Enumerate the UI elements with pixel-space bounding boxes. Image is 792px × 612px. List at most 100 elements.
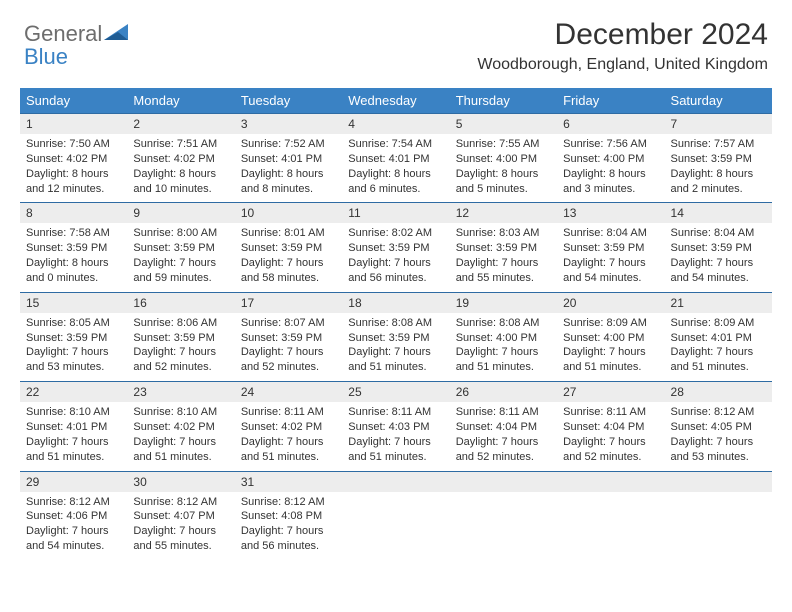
daylight-line-1: Daylight: 7 hours bbox=[348, 256, 443, 271]
day-body: Sunrise: 7:54 AMSunset: 4:01 PMDaylight:… bbox=[342, 134, 449, 202]
day-body: Sunrise: 7:56 AMSunset: 4:00 PMDaylight:… bbox=[557, 134, 664, 202]
sunrise-line: Sunrise: 8:11 AM bbox=[456, 405, 551, 420]
day-body bbox=[665, 492, 772, 501]
sunrise-line: Sunrise: 8:11 AM bbox=[241, 405, 336, 420]
day-body: Sunrise: 8:12 AMSunset: 4:07 PMDaylight:… bbox=[127, 492, 234, 560]
sunset-line: Sunset: 4:07 PM bbox=[133, 509, 228, 524]
day-number: 14 bbox=[665, 202, 772, 223]
weekday-header: Wednesday bbox=[342, 88, 449, 113]
sunrise-line: Sunrise: 8:00 AM bbox=[133, 226, 228, 241]
daylight-line-1: Daylight: 7 hours bbox=[133, 435, 228, 450]
calendar-cell-empty bbox=[665, 471, 772, 560]
calendar-cell: 16Sunrise: 8:06 AMSunset: 3:59 PMDayligh… bbox=[127, 292, 234, 381]
daylight-line-1: Daylight: 7 hours bbox=[133, 256, 228, 271]
day-body: Sunrise: 8:10 AMSunset: 4:02 PMDaylight:… bbox=[127, 402, 234, 470]
logo: General Blue bbox=[24, 18, 130, 68]
day-number: 31 bbox=[235, 471, 342, 492]
day-number: 28 bbox=[665, 381, 772, 402]
day-number: 18 bbox=[342, 292, 449, 313]
sunrise-line: Sunrise: 8:12 AM bbox=[133, 495, 228, 510]
daylight-line-1: Daylight: 7 hours bbox=[26, 435, 121, 450]
sunrise-line: Sunrise: 8:12 AM bbox=[26, 495, 121, 510]
sunrise-line: Sunrise: 8:08 AM bbox=[456, 316, 551, 331]
daylight-line-1: Daylight: 7 hours bbox=[563, 256, 658, 271]
sunrise-line: Sunrise: 8:01 AM bbox=[241, 226, 336, 241]
calendar-week-row: 29Sunrise: 8:12 AMSunset: 4:06 PMDayligh… bbox=[20, 471, 772, 560]
day-body: Sunrise: 8:07 AMSunset: 3:59 PMDaylight:… bbox=[235, 313, 342, 381]
day-body bbox=[450, 492, 557, 501]
day-body: Sunrise: 8:11 AMSunset: 4:02 PMDaylight:… bbox=[235, 402, 342, 470]
calendar-cell: 10Sunrise: 8:01 AMSunset: 3:59 PMDayligh… bbox=[235, 202, 342, 291]
sunrise-line: Sunrise: 7:50 AM bbox=[26, 137, 121, 152]
sunset-line: Sunset: 4:02 PM bbox=[241, 420, 336, 435]
calendar-cell: 4Sunrise: 7:54 AMSunset: 4:01 PMDaylight… bbox=[342, 113, 449, 202]
calendar-cell: 22Sunrise: 8:10 AMSunset: 4:01 PMDayligh… bbox=[20, 381, 127, 470]
sunrise-line: Sunrise: 8:07 AM bbox=[241, 316, 336, 331]
daylight-line-2: and 12 minutes. bbox=[26, 182, 121, 197]
daylight-line-2: and 53 minutes. bbox=[671, 450, 766, 465]
daylight-line-1: Daylight: 7 hours bbox=[133, 345, 228, 360]
day-body: Sunrise: 8:11 AMSunset: 4:04 PMDaylight:… bbox=[557, 402, 664, 470]
daylight-line-2: and 54 minutes. bbox=[26, 539, 121, 554]
day-body: Sunrise: 8:06 AMSunset: 3:59 PMDaylight:… bbox=[127, 313, 234, 381]
daylight-line-1: Daylight: 8 hours bbox=[133, 167, 228, 182]
calendar-cell-empty bbox=[450, 471, 557, 560]
calendar-cell: 24Sunrise: 8:11 AMSunset: 4:02 PMDayligh… bbox=[235, 381, 342, 470]
day-body: Sunrise: 8:01 AMSunset: 3:59 PMDaylight:… bbox=[235, 223, 342, 291]
sunset-line: Sunset: 3:59 PM bbox=[563, 241, 658, 256]
day-number: 16 bbox=[127, 292, 234, 313]
calendar-cell: 31Sunrise: 8:12 AMSunset: 4:08 PMDayligh… bbox=[235, 471, 342, 560]
sunset-line: Sunset: 3:59 PM bbox=[241, 331, 336, 346]
sunset-line: Sunset: 4:01 PM bbox=[348, 152, 443, 167]
day-body: Sunrise: 7:55 AMSunset: 4:00 PMDaylight:… bbox=[450, 134, 557, 202]
daylight-line-1: Daylight: 8 hours bbox=[671, 167, 766, 182]
calendar-cell: 17Sunrise: 8:07 AMSunset: 3:59 PMDayligh… bbox=[235, 292, 342, 381]
daylight-line-2: and 53 minutes. bbox=[26, 360, 121, 375]
day-body bbox=[342, 492, 449, 501]
day-body: Sunrise: 8:12 AMSunset: 4:05 PMDaylight:… bbox=[665, 402, 772, 470]
daylight-line-2: and 6 minutes. bbox=[348, 182, 443, 197]
sunset-line: Sunset: 4:02 PM bbox=[133, 152, 228, 167]
sunrise-line: Sunrise: 7:52 AM bbox=[241, 137, 336, 152]
sunrise-line: Sunrise: 7:55 AM bbox=[456, 137, 551, 152]
day-number: 11 bbox=[342, 202, 449, 223]
daylight-line-1: Daylight: 7 hours bbox=[241, 435, 336, 450]
header: General Blue December 2024 Woodborough, … bbox=[0, 0, 792, 78]
title-block: December 2024 Woodborough, England, Unit… bbox=[477, 18, 768, 74]
sunrise-line: Sunrise: 8:10 AM bbox=[133, 405, 228, 420]
day-body: Sunrise: 8:12 AMSunset: 4:06 PMDaylight:… bbox=[20, 492, 127, 560]
calendar-cell: 28Sunrise: 8:12 AMSunset: 4:05 PMDayligh… bbox=[665, 381, 772, 470]
sunset-line: Sunset: 4:01 PM bbox=[671, 331, 766, 346]
weekday-header: Saturday bbox=[665, 88, 772, 113]
daylight-line-2: and 52 minutes. bbox=[563, 450, 658, 465]
daylight-line-2: and 0 minutes. bbox=[26, 271, 121, 286]
calendar-cell: 30Sunrise: 8:12 AMSunset: 4:07 PMDayligh… bbox=[127, 471, 234, 560]
sunset-line: Sunset: 3:59 PM bbox=[26, 241, 121, 256]
daylight-line-2: and 56 minutes. bbox=[241, 539, 336, 554]
sunrise-line: Sunrise: 8:05 AM bbox=[26, 316, 121, 331]
daylight-line-2: and 54 minutes. bbox=[563, 271, 658, 286]
sunrise-line: Sunrise: 8:03 AM bbox=[456, 226, 551, 241]
calendar-cell: 26Sunrise: 8:11 AMSunset: 4:04 PMDayligh… bbox=[450, 381, 557, 470]
calendar-cell: 25Sunrise: 8:11 AMSunset: 4:03 PMDayligh… bbox=[342, 381, 449, 470]
sunset-line: Sunset: 4:08 PM bbox=[241, 509, 336, 524]
calendar-cell: 5Sunrise: 7:55 AMSunset: 4:00 PMDaylight… bbox=[450, 113, 557, 202]
daylight-line-1: Daylight: 7 hours bbox=[26, 345, 121, 360]
day-number: 5 bbox=[450, 113, 557, 134]
sunrise-line: Sunrise: 7:56 AM bbox=[563, 137, 658, 152]
daylight-line-2: and 59 minutes. bbox=[133, 271, 228, 286]
day-number: 19 bbox=[450, 292, 557, 313]
day-number bbox=[557, 471, 664, 492]
calendar-week-row: 1Sunrise: 7:50 AMSunset: 4:02 PMDaylight… bbox=[20, 113, 772, 202]
day-body: Sunrise: 8:08 AMSunset: 4:00 PMDaylight:… bbox=[450, 313, 557, 381]
daylight-line-1: Daylight: 7 hours bbox=[241, 256, 336, 271]
sunset-line: Sunset: 4:00 PM bbox=[563, 152, 658, 167]
sunset-line: Sunset: 3:59 PM bbox=[456, 241, 551, 256]
sunset-line: Sunset: 4:04 PM bbox=[563, 420, 658, 435]
logo-text: General Blue bbox=[24, 22, 102, 68]
daylight-line-1: Daylight: 7 hours bbox=[133, 524, 228, 539]
daylight-line-2: and 55 minutes. bbox=[456, 271, 551, 286]
day-body: Sunrise: 8:04 AMSunset: 3:59 PMDaylight:… bbox=[665, 223, 772, 291]
logo-triangle-icon bbox=[104, 22, 130, 44]
calendar-cell: 15Sunrise: 8:05 AMSunset: 3:59 PMDayligh… bbox=[20, 292, 127, 381]
